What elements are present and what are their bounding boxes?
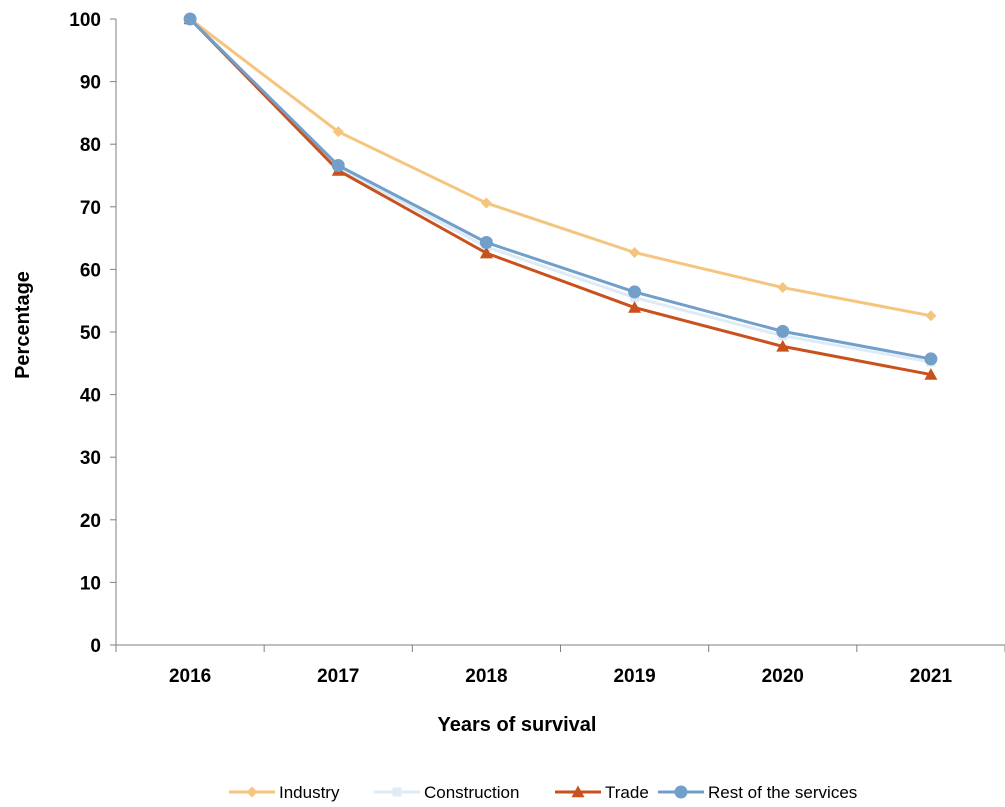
x-tick-label: 2020 <box>762 666 804 687</box>
data-point-rest-of-the-services <box>183 12 197 26</box>
data-point-industry <box>629 246 641 258</box>
y-tick-label: 80 <box>80 135 101 156</box>
legend-label: Trade <box>605 783 649 802</box>
legend-swatch-marker <box>392 787 402 797</box>
y-tick-label: 30 <box>80 448 101 469</box>
legend-label: Industry <box>279 783 340 802</box>
data-point-trade <box>924 368 938 380</box>
axes <box>115 19 1005 646</box>
data-point-rest-of-the-services <box>924 352 938 366</box>
series-line-construction <box>189 17 932 364</box>
y-tick-label: 40 <box>80 386 101 407</box>
y-tick-label: 20 <box>80 511 101 532</box>
y-tick-label: 90 <box>80 73 101 94</box>
legend-swatch-marker <box>674 785 688 799</box>
x-axis-title: Years of survival <box>438 714 597 736</box>
legend-item-rest-of-the-services: Rest of the services <box>658 783 857 802</box>
y-ticks: 0 10 20 30 40 50 60 70 80 90 100 <box>69 10 116 657</box>
y-tick-label: 10 <box>80 573 101 594</box>
y-tick-label: 60 <box>80 260 101 281</box>
series-trade <box>183 12 938 380</box>
legend-item-trade: Trade <box>555 783 649 802</box>
y-tick-label: 70 <box>80 198 101 219</box>
data-point-rest-of-the-services <box>628 285 642 299</box>
legend-label: Rest of the services <box>708 783 857 802</box>
data-point-trade <box>776 339 790 352</box>
legend-item-industry: Industry <box>229 783 340 802</box>
data-point-trade <box>628 301 642 313</box>
data-point-industry <box>332 126 344 138</box>
data-point-industry <box>925 310 937 322</box>
x-tick-label: 2021 <box>910 666 953 687</box>
x-tick-label: 2018 <box>465 666 507 687</box>
legend-label: Construction <box>424 783 519 802</box>
data-point-trade <box>479 246 493 259</box>
series-rest-of-the-services <box>183 12 938 366</box>
series-line-rest-of-the-services <box>189 17 932 361</box>
data-point-industry <box>777 282 789 294</box>
legend-swatch-marker <box>246 786 258 798</box>
data-point-rest-of-the-services <box>776 324 790 338</box>
data-point-rest-of-the-services <box>479 235 493 249</box>
y-tick-label: 100 <box>69 10 101 31</box>
series-industry <box>184 13 937 322</box>
series-construction <box>185 14 936 367</box>
x-ticks: 2016 2017 2018 2019 2020 2021 <box>115 645 1005 687</box>
series-line-trade <box>189 17 932 377</box>
y-tick-label: 0 <box>90 636 101 657</box>
legend: Industry Construction Trade Rest of the ser… <box>229 783 857 802</box>
data-point-industry <box>480 197 492 209</box>
legend-item-construction: Construction <box>374 783 519 802</box>
y-tick-label: 50 <box>80 323 101 344</box>
series-line-industry <box>189 17 932 318</box>
legend-swatch-marker <box>571 785 585 798</box>
x-tick-label: 2019 <box>613 666 655 687</box>
data-point-rest-of-the-services <box>331 158 345 172</box>
series-layer <box>183 12 938 380</box>
y-axis-title: Percentage <box>12 271 34 379</box>
x-tick-label: 2016 <box>169 666 211 687</box>
x-tick-label: 2017 <box>317 666 359 687</box>
